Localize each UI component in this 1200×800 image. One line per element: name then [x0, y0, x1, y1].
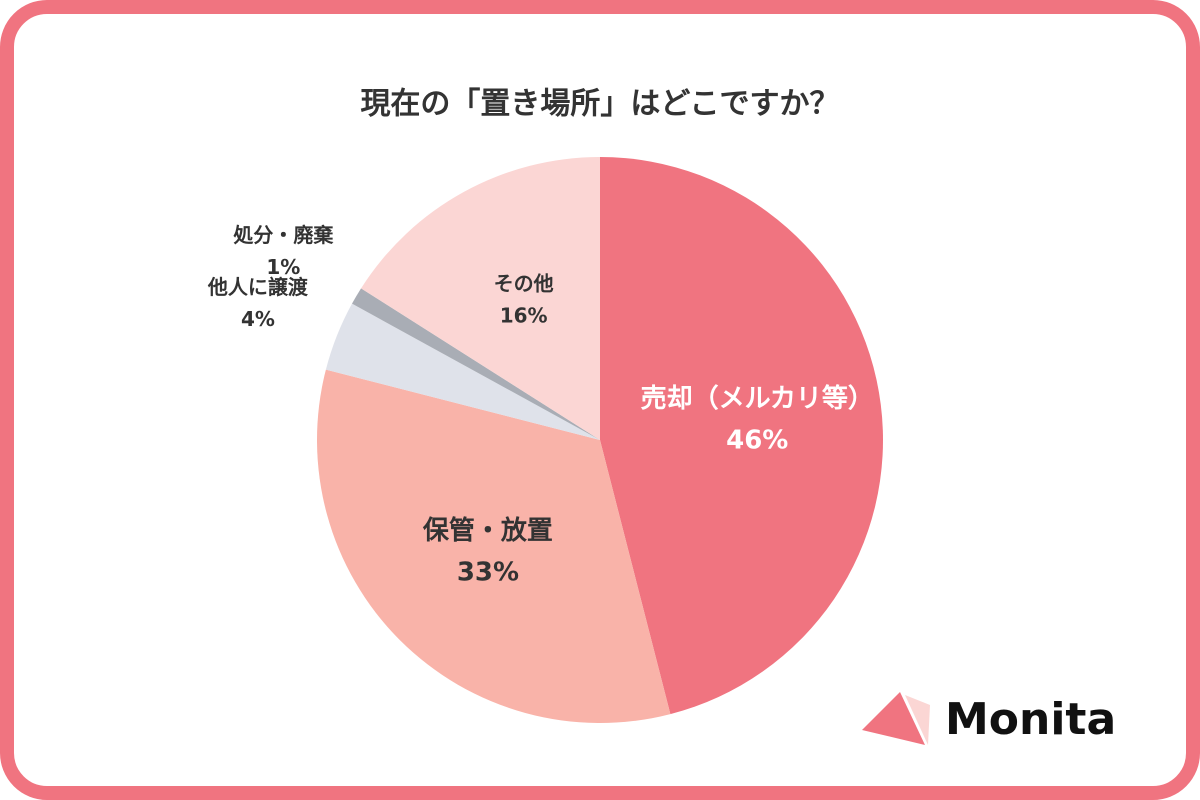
logo-mark	[862, 692, 925, 745]
value-label: 1%	[266, 255, 300, 279]
slice-label: 保管・放置	[422, 515, 553, 546]
logo-mark	[905, 695, 930, 745]
value-label: 46%	[726, 425, 788, 455]
value-label: 33%	[457, 557, 519, 587]
value-label: 4%	[241, 307, 275, 331]
pie-slice	[316, 369, 671, 723]
slice-label: その他	[494, 272, 554, 296]
logo-text: Monita	[945, 694, 1116, 745]
pie-slice	[361, 157, 600, 440]
pie-slice	[600, 157, 883, 715]
pie-slice	[352, 288, 600, 440]
value-label: 16%	[500, 304, 548, 328]
slice-label: 他人に譲渡	[207, 275, 309, 299]
slice-label: 処分・廃棄	[233, 223, 334, 247]
slice-label: 売却（メルカリ等）	[641, 383, 874, 414]
chart-title: 現在の「置き場所」はどこですか？	[360, 87, 839, 122]
logo: Monita	[862, 692, 1116, 745]
pie-slice	[325, 303, 600, 440]
